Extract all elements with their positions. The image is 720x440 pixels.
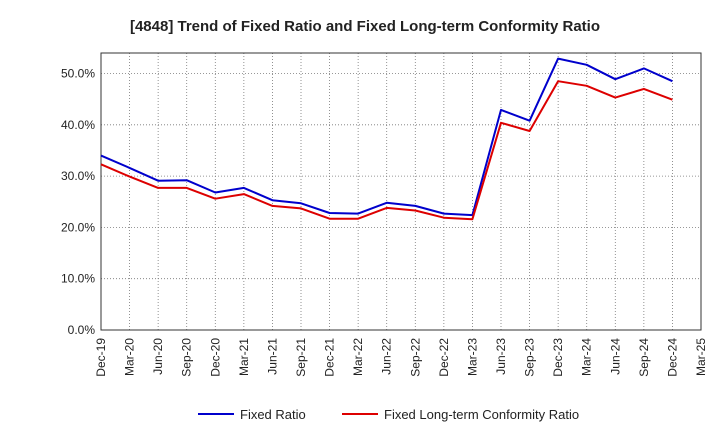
legend: Fixed Ratio Fixed Long-term Conformity Ra… [198, 407, 579, 422]
x-tick-label: Sep-21 [294, 338, 308, 377]
x-tick-label: Sep-20 [180, 338, 194, 377]
y-tick-label: 30.0% [61, 169, 95, 183]
series-lines [100, 57, 673, 221]
x-tick-label: Sep-22 [408, 338, 422, 377]
x-tick-label: Dec-23 [551, 338, 565, 377]
series-line-1 [100, 80, 673, 221]
x-tick-label: Jun-20 [151, 338, 165, 375]
x-tick-label: Sep-24 [637, 338, 651, 377]
series-line-0 [100, 57, 673, 217]
grid-lines [100, 53, 702, 331]
x-tick-label: Mar-20 [123, 338, 137, 376]
y-tick-label: 20.0% [61, 220, 95, 234]
y-tick-label: 40.0% [61, 118, 95, 132]
legend-label-0: Fixed Ratio [240, 407, 306, 422]
plot-frame [100, 52, 702, 331]
x-tick-label: Jun-21 [265, 338, 279, 375]
x-tick-label: Jun-24 [608, 338, 622, 375]
x-tick-label: Dec-22 [437, 338, 451, 377]
x-tick-label: Mar-24 [580, 338, 594, 376]
x-tick-label: Sep-23 [523, 338, 537, 377]
x-tick-label: Mar-21 [237, 338, 251, 376]
x-tick-label: Jun-22 [380, 338, 394, 375]
legend-label-1: Fixed Long-term Conformity Ratio [384, 407, 579, 422]
y-tick-label: 0.0% [68, 323, 96, 337]
x-tick-label: Jun-23 [494, 338, 508, 375]
x-tick-label: Dec-21 [323, 338, 337, 377]
x-tick-label: Dec-19 [94, 338, 108, 377]
chart-title: [4848] Trend of Fixed Ratio and Fixed Lo… [130, 18, 600, 35]
axes: 0.0% 10.0% 20.0% 30.0% 40.0% 50.0% Dec-19 Mar-2… [61, 52, 708, 377]
y-tick-label: 50.0% [61, 67, 95, 81]
x-tick-label: Mar-25 [694, 338, 708, 376]
x-tick-label: Dec-20 [208, 338, 222, 377]
x-tick-label: Mar-23 [465, 338, 479, 376]
y-tick-label: 10.0% [61, 272, 95, 286]
x-tick-label: Dec-24 [665, 338, 679, 377]
x-tick-label: Mar-22 [351, 338, 365, 376]
